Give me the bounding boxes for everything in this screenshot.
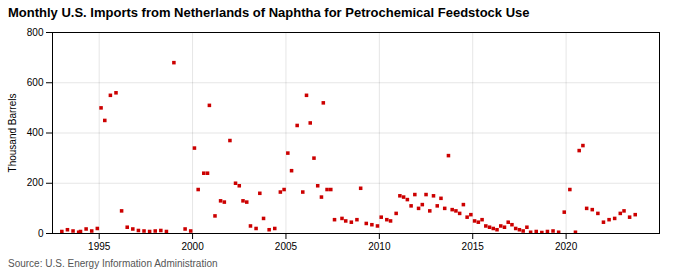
svg-text:800: 800	[27, 27, 44, 38]
svg-text:2000: 2000	[181, 241, 204, 252]
svg-text:2015: 2015	[462, 241, 485, 252]
svg-text:Thousand Barrels: Thousand Barrels	[7, 94, 18, 173]
svg-text:2020: 2020	[555, 241, 578, 252]
svg-text:200: 200	[27, 177, 44, 188]
svg-text:2010: 2010	[368, 241, 391, 252]
html-text:Source: U.S. Energy Informatio: Source: U.S. Energy Information Administ…	[8, 258, 218, 269]
svg-text:2005: 2005	[275, 241, 298, 252]
svg-text:400: 400	[27, 127, 44, 138]
svg-text:1995: 1995	[88, 241, 111, 252]
html-text:Monthly U.S. Imports from Neth: Monthly U.S. Imports from Netherlands of…	[8, 5, 530, 20]
svg-text:0: 0	[38, 228, 44, 239]
svg-text:600: 600	[27, 77, 44, 88]
